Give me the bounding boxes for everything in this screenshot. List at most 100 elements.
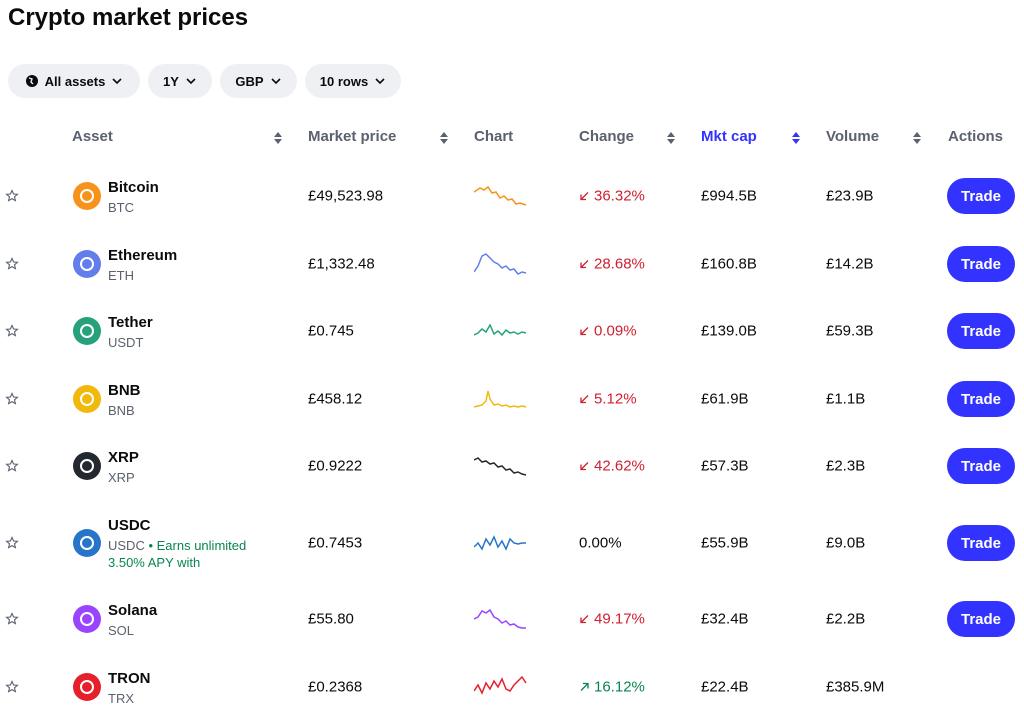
icon-circle (73, 250, 101, 278)
arrow-path (580, 682, 589, 691)
asset-icon (73, 182, 101, 210)
asset-name: BNB (108, 382, 141, 399)
asset-icon (73, 673, 101, 701)
icon-circle (73, 673, 101, 701)
column-header[interactable]: Mkt cap (701, 128, 757, 145)
trade-button[interactable]: Trade (947, 601, 1015, 637)
column-header[interactable]: Volume (826, 128, 880, 145)
star-outline (5, 680, 19, 693)
sort-arrows (667, 132, 675, 144)
star-outline (5, 459, 19, 472)
trade-button[interactable]: Trade (947, 246, 1015, 282)
price-change: 36.32% (579, 188, 645, 205)
market-price: £0.2368 (308, 678, 363, 696)
asset-symbol: ETH (108, 268, 134, 283)
icon-circle (73, 605, 101, 633)
change-arrow (580, 395, 589, 404)
asset-icon (73, 385, 101, 413)
asset-symbol: USDC (108, 538, 145, 553)
market-cap: £22.4B (701, 678, 749, 696)
asset-symbol-line: BNB (108, 402, 258, 419)
favorite-star[interactable] (5, 257, 19, 271)
volume: £9.0B (826, 534, 866, 552)
market-cap: £55.9B (701, 534, 749, 552)
sparkline-path (474, 390, 527, 408)
sparkline (474, 253, 527, 275)
market-price: £49,523.98 (308, 187, 384, 205)
asset-name: Ethereum (108, 247, 178, 264)
sparkline-path (474, 675, 527, 695)
change-value: 0.00% (579, 534, 622, 552)
trade-button[interactable]: Trade (947, 525, 1015, 561)
sparkline-path (474, 323, 527, 337)
asset-symbol: TRX (108, 691, 134, 706)
change-arrow (580, 462, 589, 471)
asset-symbol: SOL (108, 623, 135, 638)
sparkline (474, 675, 527, 695)
sparkline-path (474, 608, 526, 629)
sparkline-path (474, 185, 527, 206)
change-value: 36.32% (594, 187, 645, 205)
change-arrow (580, 327, 589, 336)
sparkline (474, 457, 527, 476)
column-header[interactable]: Market price (308, 128, 397, 145)
volume: £385.9M (826, 678, 885, 696)
market-price: £55.80 (308, 610, 354, 628)
favorite-star[interactable] (5, 680, 19, 694)
trade-button[interactable]: Trade (947, 178, 1015, 214)
arrow-path (580, 260, 589, 269)
favorite-star[interactable] (5, 612, 19, 626)
favorite-star[interactable] (5, 459, 19, 473)
sparkline-path (474, 253, 527, 275)
filter-pill[interactable]: GBP (220, 64, 297, 98)
sort-arrows (274, 132, 282, 144)
favorite-star[interactable] (5, 536, 19, 550)
market-cap: £160.8B (701, 255, 757, 273)
asset-name: Solana (108, 602, 158, 619)
trade-button[interactable]: Trade (947, 381, 1015, 417)
chevron-icon (271, 78, 281, 85)
favorite-star[interactable] (5, 324, 19, 338)
column-header[interactable]: Change (579, 128, 635, 145)
star-outline (5, 189, 19, 202)
arrow-path (580, 327, 589, 336)
price-change: 0.00% (579, 535, 622, 552)
favorite-star[interactable] (5, 189, 19, 203)
market-price: £0.745 (308, 322, 354, 340)
change-value: 28.68% (594, 255, 645, 273)
volume: £2.3B (826, 457, 866, 475)
change-value: 5.12% (594, 390, 637, 408)
sort-icon (667, 132, 675, 144)
change-arrow (580, 615, 589, 624)
filter-pill[interactable]: 1Y (148, 64, 212, 98)
change-arrow (580, 192, 589, 201)
icon-mark (80, 257, 94, 271)
icon-circle (73, 529, 101, 557)
asset-symbol: XRP (108, 470, 135, 485)
sort-icon (440, 132, 448, 144)
price-change: 49.17% (579, 611, 645, 628)
favorite-star[interactable] (5, 392, 19, 406)
trade-button[interactable]: Trade (947, 313, 1015, 349)
icon-mark (80, 536, 94, 550)
icon-mark (80, 324, 94, 338)
sparkline (474, 390, 527, 408)
asset-icon (73, 317, 101, 345)
price-change: 16.12% (579, 679, 645, 696)
icon-mark (80, 612, 94, 626)
change-value: 42.62% (594, 457, 645, 475)
asset-icon (73, 529, 101, 557)
sort-arrows (440, 132, 448, 144)
sort-icon (792, 132, 800, 144)
star-outline (5, 257, 19, 270)
chevron-icon (186, 78, 196, 85)
sparkline (474, 608, 526, 629)
globe-icon (25, 75, 38, 87)
filter-pill[interactable]: All assets (8, 64, 140, 98)
market-cap: £57.3B (701, 457, 749, 475)
column-header[interactable]: Asset (72, 128, 113, 145)
trade-button[interactable]: Trade (947, 448, 1015, 484)
sparkline (474, 323, 527, 337)
filter-pill[interactable]: 10 rows (305, 64, 401, 98)
